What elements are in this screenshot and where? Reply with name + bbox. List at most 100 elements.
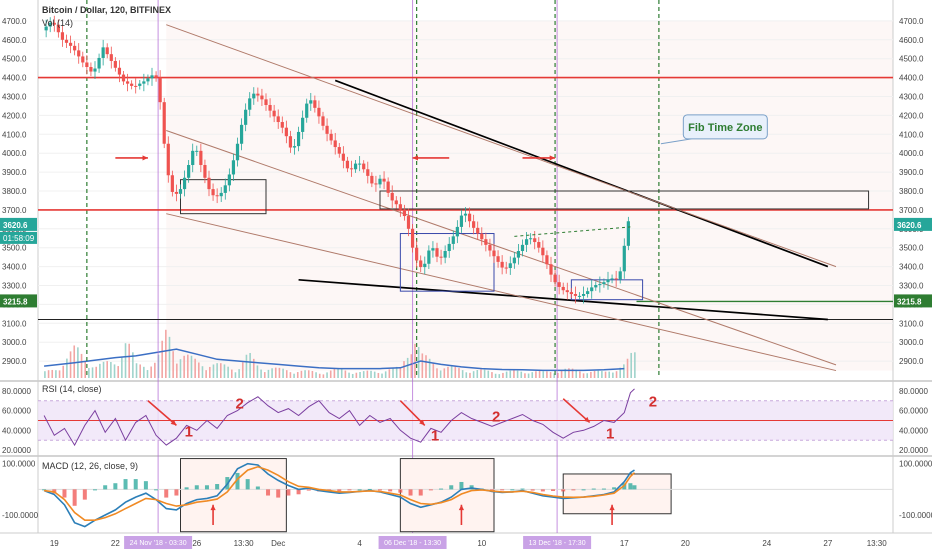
volume-bar: [439, 370, 442, 378]
candle-body: [569, 292, 573, 295]
candle-body: [358, 163, 362, 165]
volume-bar: [417, 346, 420, 378]
volume-bar: [443, 368, 446, 378]
volume-bar: [183, 355, 185, 378]
macd-histogram-bar: [489, 489, 494, 491]
volume-bar: [289, 372, 292, 378]
candle-body: [553, 274, 557, 283]
volume-bar: [348, 372, 350, 378]
candle-body: [97, 57, 101, 69]
price-tick-right: 3000.0: [899, 338, 924, 347]
candle-body: [606, 279, 610, 283]
volume-bar: [461, 370, 464, 378]
cursor-date-bg: [124, 536, 193, 549]
candle-body: [602, 282, 606, 285]
volume-bar: [91, 367, 94, 378]
candle-body: [113, 60, 117, 68]
candle-body: [77, 50, 81, 57]
candle-body: [121, 74, 126, 82]
volume-bar: [139, 364, 141, 378]
macd-histogram-bar: [418, 489, 423, 496]
macd-slow-line: [43, 465, 636, 522]
macd-histogram-bar: [103, 485, 108, 490]
candle-body: [537, 242, 541, 248]
box-resistance-zone: [379, 190, 870, 210]
volume-bar: [219, 363, 222, 378]
volume-bar: [414, 343, 416, 378]
price-tick-right: 4100.0: [899, 130, 924, 139]
price-tick-right: 4400.0: [899, 74, 924, 83]
candle-body: [48, 22, 52, 27]
rsi-arrow-head: [419, 419, 425, 426]
macd-histogram-bar: [93, 489, 97, 491]
volume-bar: [84, 361, 87, 378]
callout-box: [682, 114, 768, 140]
candle-body: [463, 213, 468, 216]
candle-body: [313, 100, 317, 108]
price-tick-left: 3500.0: [2, 244, 27, 253]
candle-body: [370, 175, 374, 184]
volume-bar: [399, 367, 402, 378]
price-tick-left: 4700.0: [2, 17, 27, 26]
candle-body: [195, 150, 199, 152]
volume-bar: [406, 357, 409, 378]
volume-bar: [370, 370, 372, 378]
cursor-date-label: 06 Dec '18 - 13:30: [384, 540, 441, 547]
volume-bar: [557, 372, 559, 378]
candle-body: [317, 107, 321, 117]
macd-histogram-bar: [530, 489, 535, 491]
volume-bar: [505, 371, 508, 378]
volume-bar: [128, 343, 130, 378]
candle-body: [476, 227, 480, 234]
candle-body: [321, 116, 325, 126]
candle-body: [557, 282, 561, 287]
candle-body: [284, 127, 288, 137]
volume-bar: [491, 372, 493, 378]
volume-bar: [494, 373, 497, 378]
candle-body: [431, 248, 435, 251]
macd-histogram-bar: [612, 487, 617, 490]
volume-bar: [421, 353, 424, 378]
rsi-tick-right: 20.0000: [899, 446, 928, 455]
volume-bar: [300, 370, 303, 378]
rsi-signal-label: 1: [431, 427, 439, 444]
support-badge-right: 3215.8: [897, 297, 922, 306]
volume-bar: [615, 371, 618, 378]
candle-body: [89, 67, 93, 72]
volume-bar: [282, 368, 284, 378]
macd-histogram-bar: [204, 485, 209, 490]
macd-histogram-bar: [235, 472, 240, 490]
volume-bar: [395, 366, 398, 378]
volume-bar: [425, 355, 427, 378]
macd-histogram-bar: [510, 489, 515, 491]
time-tick: 13:30: [234, 539, 255, 548]
box-macd-zone-3: [562, 473, 672, 515]
trendline-channel-mid: [166, 130, 837, 366]
candle-body: [366, 169, 370, 176]
volume-bar: [55, 370, 57, 378]
volume-bar: [608, 371, 611, 378]
price-tick-left: 3800.0: [2, 187, 27, 196]
volume-bar: [256, 365, 259, 378]
volume-bar: [366, 370, 369, 378]
price-tick-left: 3300.0: [2, 282, 27, 291]
candle-body: [594, 285, 598, 288]
volume-bar: [168, 336, 171, 378]
volume-bar: [252, 358, 255, 378]
volume-bar: [245, 354, 248, 378]
volume-bar: [333, 369, 336, 378]
price-tick-right: 4500.0: [899, 55, 924, 64]
candle-body: [410, 228, 415, 248]
candle-body: [227, 174, 231, 186]
volume-bar: [454, 366, 457, 378]
macd-histogram-bar: [571, 489, 576, 491]
candle-body: [524, 239, 529, 245]
volume-bar: [476, 369, 479, 378]
volume-bar: [428, 358, 431, 378]
macd-histogram-bar: [408, 489, 413, 496]
volume-bar: [513, 370, 515, 378]
price-tick-left: 4300.0: [2, 93, 27, 102]
candle-body: [492, 250, 496, 257]
